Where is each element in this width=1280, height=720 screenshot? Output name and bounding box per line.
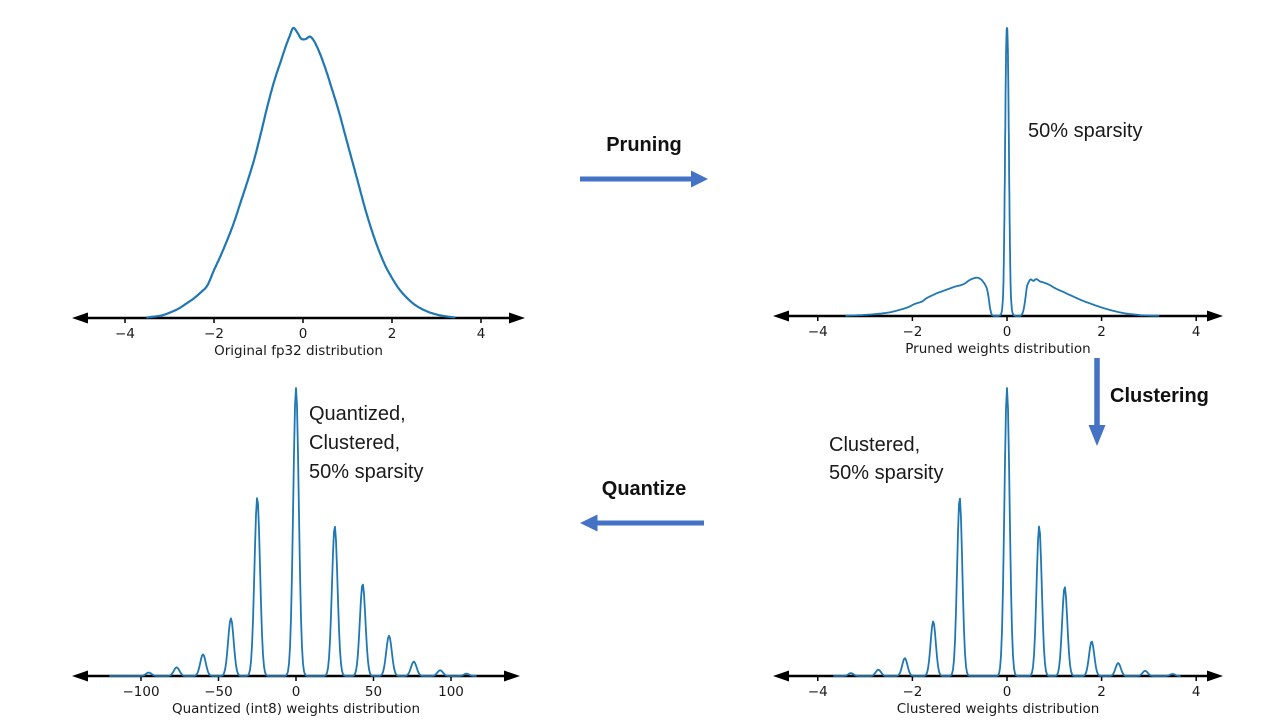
x-axis-left-arrowhead-icon: [773, 670, 789, 682]
x-tick-label: 2: [388, 326, 397, 342]
annotation-line: 50% sparsity: [309, 461, 424, 483]
x-tick-label: −50: [204, 684, 233, 700]
distribution-curve: [833, 387, 1181, 677]
pruned-sparsity-annotation: 50% sparsity: [1028, 117, 1143, 145]
clustering-label: Clustering: [1110, 385, 1209, 407]
x-tick-label: 0: [299, 326, 308, 342]
x-axis-label: Original fp32 distribution: [214, 343, 383, 359]
quantize-label: Quantize: [601, 478, 687, 500]
chart-clustered-weights-distribution: −4 −2 0 2 4 Clustered weights distribution: [773, 387, 1223, 717]
clustered-sparsity-annotation: Clustered, 50% sparsity: [829, 431, 944, 487]
x-axis-label: Quantized (int8) weights distribution: [172, 701, 420, 717]
x-tick-label: 0: [292, 684, 301, 700]
x-tick-label: 4: [1192, 684, 1201, 700]
arrow-head: [580, 514, 598, 532]
x-axis-left-arrowhead-icon: [72, 312, 88, 324]
distribution-curve: [146, 26, 456, 319]
x-tick-label: 2: [1097, 684, 1106, 700]
x-tick-label: −2: [902, 324, 922, 340]
annotation-line: 50% sparsity: [1028, 120, 1143, 142]
pruning-arrow-icon: [580, 170, 708, 188]
x-axis-label: Clustered weights distribution: [897, 701, 1100, 717]
distribution-curve: [109, 387, 477, 677]
quantized-sparsity-annotation: Quantized, Clustered, 50% sparsity: [309, 400, 424, 487]
x-tick-label: 100: [438, 684, 464, 700]
quantize-arrow-icon: [580, 514, 704, 532]
x-tick-label: −2: [902, 684, 922, 700]
x-tick-label: 4: [1192, 324, 1201, 340]
x-tick-label: 4: [477, 326, 486, 342]
x-axis-right-arrowhead-icon: [504, 670, 520, 682]
chart-original-fp32-distribution: −4 −2 0 2 4 Original fp32 distribution: [72, 26, 525, 359]
x-axis-right-arrowhead-icon: [509, 312, 525, 324]
annotation-line: Quantized,: [309, 403, 406, 425]
x-axis-left-arrowhead-icon: [72, 670, 88, 682]
x-tick-label: 0: [1003, 324, 1012, 340]
x-tick-label: −4: [808, 324, 828, 340]
chart-pruned-weights-distribution: −4 −2 0 2 4 Pruned weights distribution: [773, 27, 1223, 357]
x-tick-label: −100: [122, 684, 159, 700]
x-tick-label: 0: [1003, 684, 1012, 700]
annotation-line: 50% sparsity: [829, 462, 944, 484]
clustering-arrow-icon: [1088, 358, 1106, 446]
distribution-curve: [845, 27, 1160, 317]
x-axis-right-arrowhead-icon: [1207, 670, 1223, 682]
x-tick-label: 50: [365, 684, 382, 700]
chart-quantized-int8-weights-distribution: −100 −50 0 50 100 Quantized (int8) weights di…: [72, 387, 520, 717]
x-tick-label: −4: [808, 684, 828, 700]
annotation-line: Clustered,: [309, 432, 401, 454]
pruning-label: Pruning: [606, 134, 682, 156]
x-tick-label: −4: [115, 326, 135, 342]
arrow-head: [691, 170, 708, 188]
x-tick-label: 2: [1097, 324, 1106, 340]
x-axis-label: Pruned weights distribution: [905, 341, 1091, 357]
x-axis-right-arrowhead-icon: [1207, 310, 1223, 322]
x-tick-label: −2: [204, 326, 224, 342]
arrow-head: [1088, 425, 1106, 446]
annotation-line: Clustered,: [829, 434, 921, 456]
x-axis-left-arrowhead-icon: [773, 310, 789, 322]
